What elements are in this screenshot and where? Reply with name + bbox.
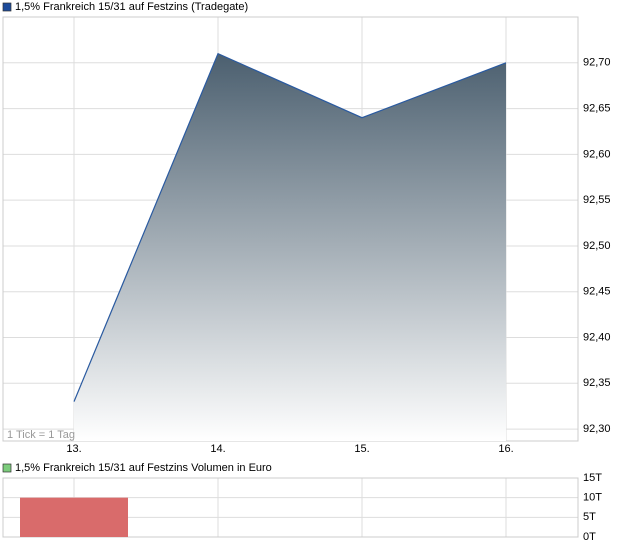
legend-label: 1,5% Frankreich 15/31 auf Festzins (Trad… <box>15 1 248 13</box>
y-tick-label: 15T <box>583 472 602 484</box>
legend-swatch <box>2 2 12 12</box>
y-tick-label: 92,40 <box>583 331 611 343</box>
y-tick-label: 92,35 <box>583 377 611 389</box>
area-fill <box>74 53 506 441</box>
y-tick-label: 5T <box>583 511 596 523</box>
bar <box>20 497 128 537</box>
x-tick-label: 14. <box>210 443 225 455</box>
y-tick-label: 0T <box>583 531 596 543</box>
line <box>73 52 507 402</box>
x-tick-label: 13. <box>66 443 81 455</box>
y-tick-label: 92,70 <box>583 57 611 69</box>
legend-label: 1,5% Frankreich 15/31 auf Festzins Volum… <box>15 462 272 474</box>
y-tick-label: 92,55 <box>583 194 611 206</box>
price-chart: 1,5% Frankreich 15/31 auf Festzins (Trad… <box>2 1 611 455</box>
y-tick-label: 92,45 <box>583 286 611 298</box>
volume-chart: 1,5% Frankreich 15/31 auf Festzins Volum… <box>2 462 602 543</box>
x-tick-label: 16. <box>498 443 513 455</box>
y-tick-label: 92,65 <box>583 102 611 114</box>
x-tick-label: 15. <box>354 443 369 455</box>
y-tick-label: 92,30 <box>583 423 611 435</box>
y-tick-label: 92,50 <box>583 240 611 252</box>
y-tick-label: 10T <box>583 492 602 504</box>
plot-frame <box>2 477 579 538</box>
y-tick-label: 92,60 <box>583 148 611 160</box>
annotation: 1 Tick = 1 Tag <box>7 429 75 441</box>
legend-swatch <box>2 463 12 473</box>
